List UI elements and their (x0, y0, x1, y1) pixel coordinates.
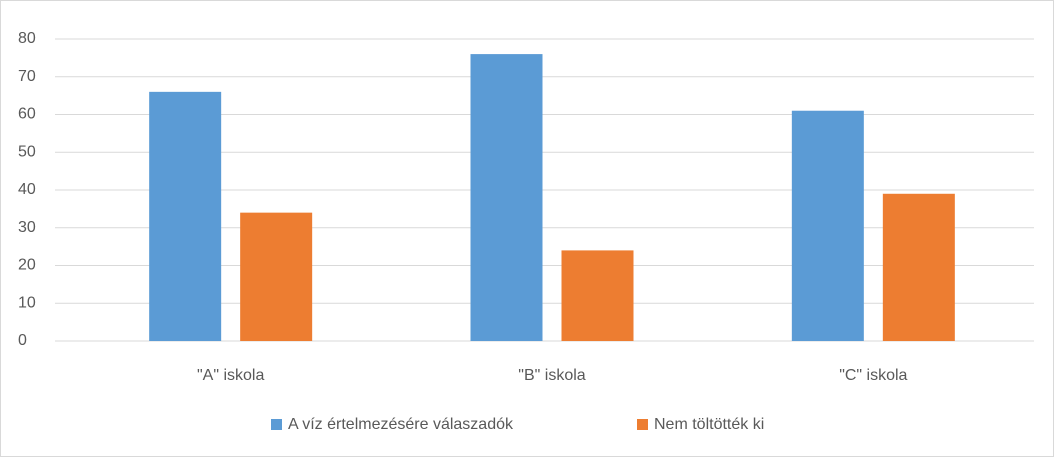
legend-label: Nem töltötték ki (654, 416, 764, 433)
legend-label: A víz értelmezésére válaszadók (288, 416, 514, 433)
legend-swatch (637, 419, 648, 430)
y-tick-label: 70 (18, 68, 36, 85)
y-tick-label: 10 (18, 294, 36, 311)
y-tick-label: 30 (18, 219, 36, 236)
bar (470, 54, 543, 341)
legend-swatch (271, 419, 282, 430)
x-tick-label: "B" iskola (518, 367, 585, 384)
y-tick-label: 40 (18, 181, 36, 198)
y-tick-label: 80 (18, 30, 36, 47)
y-tick-label: 20 (18, 257, 36, 274)
y-tick-label: 60 (18, 106, 36, 123)
bar (240, 212, 313, 341)
x-tick-label: "C" iskola (839, 367, 907, 384)
y-tick-label: 0 (18, 332, 27, 349)
bar (791, 110, 864, 341)
bar (561, 250, 634, 341)
bar (149, 91, 222, 341)
bar (882, 193, 955, 341)
x-tick-label: "A" iskola (197, 367, 264, 384)
y-tick-label: 50 (18, 143, 36, 160)
